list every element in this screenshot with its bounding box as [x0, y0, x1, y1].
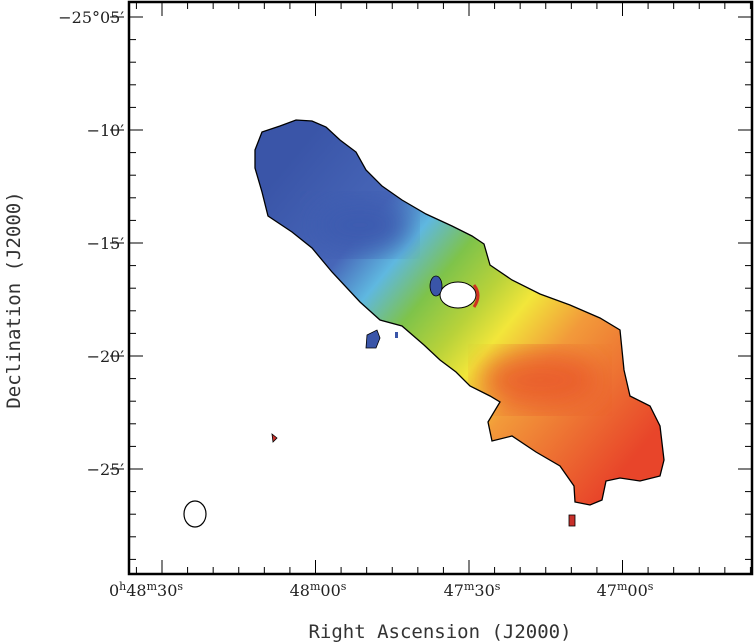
beam-ellipse — [183, 500, 207, 528]
blue-speck — [395, 332, 398, 338]
x-tick-label: 47m00s — [597, 580, 654, 600]
receding-blob — [480, 350, 600, 410]
x-tick-label: 0h48m30s — [109, 580, 183, 600]
y-tick-label: −25°05′ — [58, 8, 124, 27]
central-hole — [439, 281, 477, 309]
galaxy-outline — [254, 119, 665, 506]
y-tick-label: −15′ — [87, 234, 125, 253]
y-tick-label: −20′ — [87, 347, 125, 366]
blue-clump — [429, 275, 443, 297]
approaching-blob — [310, 197, 410, 253]
x-axis-label: Right Ascension (J2000) — [308, 621, 571, 643]
axis-ticks — [110, 2, 752, 574]
blue-clump-2 — [365, 329, 381, 349]
x-tick-labels: 0h48m30s 48m00s 47m30s 47m00s — [109, 580, 654, 600]
hole-rim — [472, 284, 480, 308]
x-tick-label: 48m00s — [290, 580, 347, 600]
y-tick-label: −10′ — [87, 121, 125, 140]
red-speck — [271, 433, 278, 443]
red-clump — [568, 514, 576, 527]
x-tick-label: 47m30s — [444, 580, 501, 600]
y-axis-label: Declination (J2000) — [3, 191, 25, 408]
y-tick-labels: −25°05′ −10′ −15′ −20′ −25′ — [58, 8, 124, 479]
y-tick-label: −25′ — [87, 460, 125, 479]
